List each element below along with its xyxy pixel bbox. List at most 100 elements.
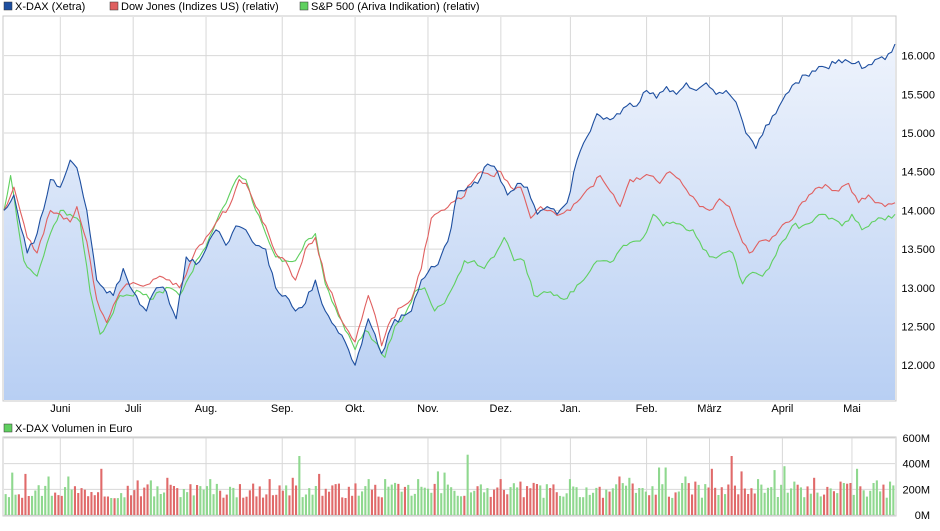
volume-bar [674, 492, 677, 515]
volume-bar [186, 492, 189, 515]
volume-bar [14, 494, 17, 515]
volume-bar [578, 497, 581, 515]
volume-bar [532, 482, 535, 515]
volume-bar [862, 490, 865, 515]
volume-bar [582, 497, 585, 515]
volume-bar [113, 498, 116, 515]
price-x-tick-label: Okt. [345, 403, 365, 415]
volume-bar [367, 479, 370, 515]
volume-grid [4, 437, 895, 516]
volume-bar [885, 497, 888, 515]
legend-swatch-xdax [3, 1, 13, 11]
volume-bar [354, 483, 357, 515]
volume-y-tick-label: 600M [902, 433, 930, 445]
volume-bar [136, 480, 139, 515]
volume-bar [654, 494, 657, 515]
volume-bar [433, 483, 436, 515]
volume-bar [423, 487, 426, 515]
volume-bar [555, 492, 558, 515]
volume-bar [687, 483, 690, 515]
volume-bar [110, 498, 113, 515]
volume-bar [483, 492, 486, 515]
volume-bar [232, 487, 235, 515]
price-x-tick-label: Mai [843, 403, 861, 415]
volume-bar [93, 495, 96, 515]
volume-bar [681, 483, 684, 515]
volume-bar [773, 470, 776, 515]
volume-bar [314, 486, 317, 515]
volume-bar [225, 494, 228, 515]
volume-bar [209, 479, 212, 515]
volume-bar [64, 487, 67, 515]
volume-bar [4, 494, 7, 515]
price-x-tick-label: Juli [125, 403, 142, 415]
volume-bar [255, 496, 258, 515]
volume-bar [357, 495, 360, 515]
volume-bar [658, 467, 661, 515]
volume-bar [450, 487, 453, 515]
price-y-tick-label: 15.500 [901, 89, 935, 101]
volume-bar [11, 472, 14, 515]
volume-bar [397, 483, 400, 515]
volume-bar [529, 488, 532, 515]
volume-bar [278, 485, 281, 515]
series-line-xdax [3, 43, 896, 366]
volume-bar [832, 491, 835, 515]
volume-bar [522, 497, 525, 515]
volume-legend: X-DAX Volumen in Euro [3, 423, 132, 435]
volume-bar [54, 492, 57, 515]
volume-bar [83, 489, 86, 515]
volume-bar [806, 486, 809, 515]
volume-bar [506, 494, 509, 515]
volume-bar [740, 471, 743, 515]
volume-bar [641, 488, 644, 515]
volume-bar [509, 487, 512, 515]
volume-bar [849, 483, 852, 515]
volume-bar [760, 484, 763, 515]
volume-bar [823, 494, 826, 515]
volume-bar [638, 488, 641, 515]
volume-bar [87, 496, 90, 515]
volume-bar [215, 483, 218, 515]
volume-bar [245, 496, 248, 515]
volume-bar [733, 485, 736, 515]
volume-bar [172, 486, 175, 515]
volume-bar [370, 489, 373, 515]
volume-bar [123, 497, 126, 515]
volume-bar [252, 483, 255, 515]
volume-bar [100, 468, 103, 515]
volume-bar [724, 494, 727, 515]
volume-bar [334, 484, 337, 515]
volume-bar [446, 484, 449, 515]
volume-bar [130, 495, 133, 515]
volume-bar [291, 477, 294, 515]
volume-bar [700, 497, 703, 515]
legend-label-volume: X-DAX Volumen in Euro [15, 423, 132, 435]
volume-bar [248, 490, 251, 515]
volume-bar [281, 490, 284, 515]
xdax-area-fill [4, 44, 895, 400]
volume-bar [615, 484, 618, 515]
volume-bar [27, 496, 30, 515]
volume-y-tick-label: 200M [902, 484, 930, 496]
volume-bar [222, 497, 225, 515]
volume-bar [400, 491, 403, 515]
volume-bar [882, 484, 885, 515]
volume-bar [575, 487, 578, 515]
volume-bar [271, 495, 274, 515]
price-y-tick-label: 14.000 [901, 205, 935, 217]
volume-bar [611, 488, 614, 515]
volume-bar [298, 456, 301, 515]
volume-bar [549, 488, 552, 515]
volume-bar [595, 487, 598, 515]
price-y-tick-label: 14.500 [901, 167, 935, 179]
price-x-tick-label: April [771, 403, 793, 415]
volume-bar [710, 468, 713, 515]
price-x-tick-label: März [697, 403, 721, 415]
price-x-tick-label: Nov. [417, 403, 439, 415]
volume-bar [67, 476, 70, 515]
legend-swatch-sp500 [299, 1, 309, 11]
price-x-axis: Juni Juli Aug. Sep. Okt. Nov. Dez. Jan. Feb. März… [50, 403, 861, 415]
price-x-tick-label: Feb. [636, 403, 658, 415]
